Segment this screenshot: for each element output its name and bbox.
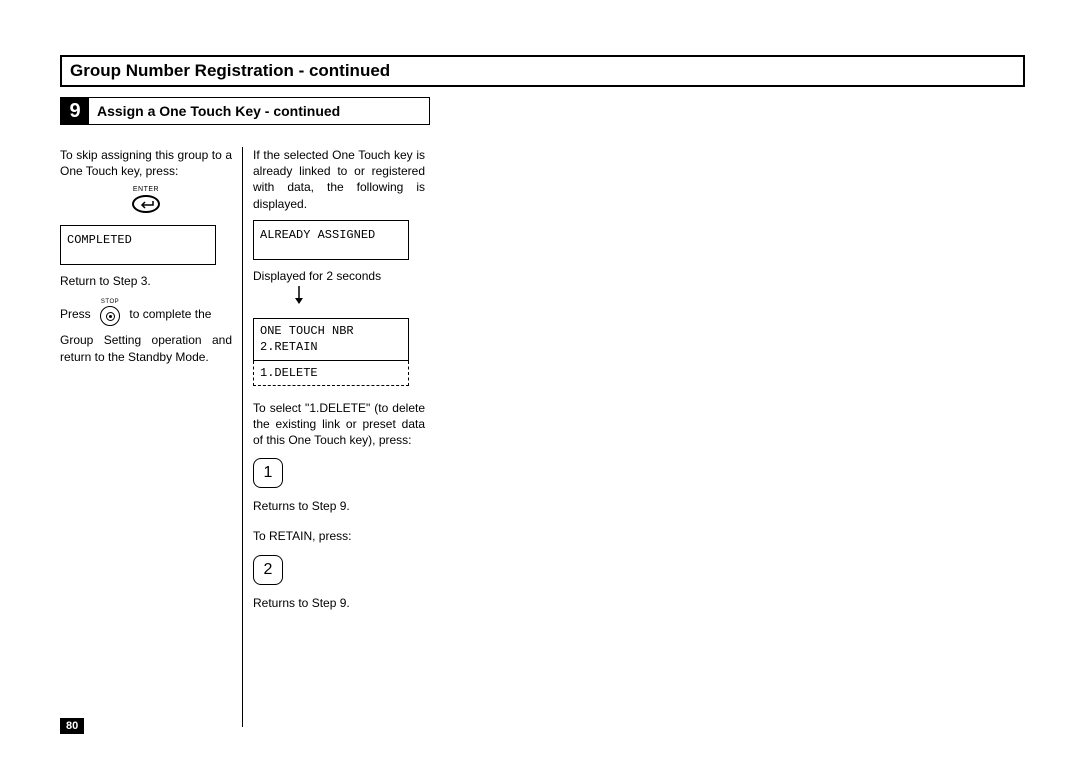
arrow-down-icon [293, 286, 425, 310]
step-number: 9 [61, 98, 89, 124]
stop-key: STOP [100, 299, 120, 330]
skip-instruction: To skip assigning this group to a One To… [60, 147, 232, 179]
lcd-already-assigned: ALREADY ASSIGNED [253, 220, 409, 260]
already-linked-text: If the selected One Touch key is already… [253, 147, 425, 212]
press-tail: to complete the [129, 307, 211, 321]
column-divider [242, 147, 243, 727]
keypad-1-button: 1 [253, 458, 283, 488]
lcd-completed: COMPLETED [60, 225, 216, 265]
enter-key-icon [132, 195, 160, 213]
page-title-bar: Group Number Registration - continued [60, 55, 1025, 87]
step-label: Assign a One Touch Key - continued [89, 98, 429, 124]
to-retain-text: To RETAIN, press: [253, 528, 425, 544]
stop-key-icon [100, 306, 120, 326]
press-word: Press [60, 307, 91, 321]
page-number: 80 [60, 718, 84, 734]
lcd-one-touch-nbr: ONE TOUCH NBR 2.RETAIN 1.DELETE [253, 318, 409, 386]
enter-key: ENTER [60, 185, 232, 217]
returns-step9-b: Returns to Step 9. [253, 595, 425, 611]
select-delete-text: To select "1.DELETE" (to delete the exis… [253, 400, 425, 449]
manual-page: Group Number Registration - continued 9 … [60, 55, 1025, 727]
group-setting-text: Group Setting operation and return to th… [60, 332, 232, 364]
keypad-2-button: 2 [253, 555, 283, 585]
press-stop-line: Press STOP to complete the [60, 299, 232, 330]
stop-key-label: STOP [100, 299, 120, 305]
displayed-2sec: Displayed for 2 seconds [253, 268, 425, 284]
column-right: If the selected One Touch key is already… [253, 147, 435, 727]
enter-key-label: ENTER [60, 185, 232, 194]
content-columns: To skip assigning this group to a One To… [60, 147, 1025, 727]
lcd-nbr-top: ONE TOUCH NBR 2.RETAIN [253, 318, 409, 360]
page-title: Group Number Registration - continued [70, 61, 390, 80]
lcd-nbr-bottom: 1.DELETE [253, 361, 409, 386]
returns-step9-a: Returns to Step 9. [253, 498, 425, 514]
step-header: 9 Assign a One Touch Key - continued [60, 97, 430, 125]
return-step3: Return to Step 3. [60, 273, 232, 289]
column-left: To skip assigning this group to a One To… [60, 147, 242, 727]
